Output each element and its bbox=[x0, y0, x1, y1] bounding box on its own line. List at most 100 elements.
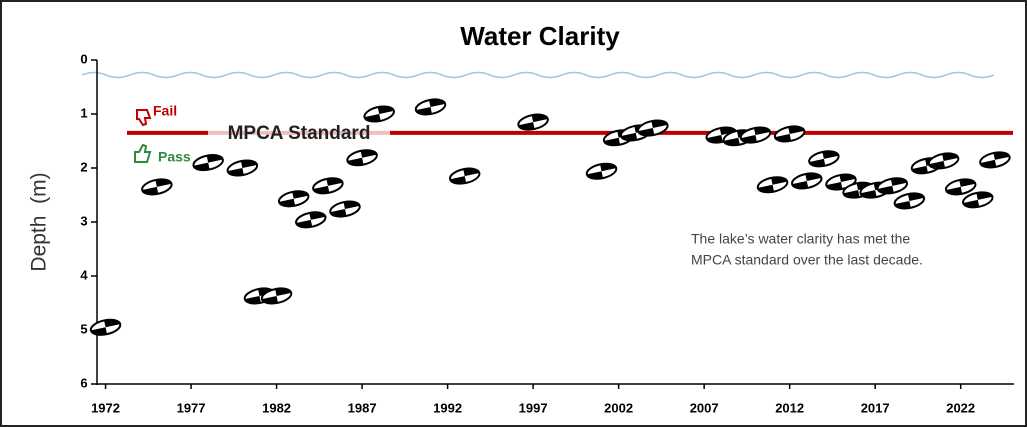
y-tick-label: 3 bbox=[80, 213, 87, 228]
disk-quadrant bbox=[719, 127, 736, 136]
disk-quadrant bbox=[90, 327, 108, 335]
secchi-disk bbox=[893, 192, 926, 210]
disk-quadrant bbox=[877, 185, 894, 194]
disk-quadrant bbox=[771, 177, 788, 185]
disk-quadrant bbox=[638, 128, 655, 136]
disk-quadrant bbox=[959, 179, 976, 187]
y-tick-label: 6 bbox=[80, 375, 87, 390]
disk-quadrant bbox=[980, 159, 997, 168]
disk-quadrant bbox=[240, 160, 258, 168]
disk-quadrant bbox=[450, 176, 467, 184]
disk-quadrant bbox=[890, 178, 907, 186]
disk-quadrant bbox=[326, 178, 343, 186]
secchi-disk bbox=[414, 98, 447, 116]
disk-quadrant bbox=[415, 106, 432, 115]
secchi-disk bbox=[89, 318, 122, 336]
disk-quadrant bbox=[942, 153, 959, 161]
x-tick-label: 2002 bbox=[604, 400, 633, 415]
secchi-disk bbox=[739, 126, 772, 144]
secchi-disk bbox=[363, 105, 395, 123]
x-tick-label: 1987 bbox=[348, 400, 377, 415]
x-tick-label: 1997 bbox=[519, 400, 548, 415]
y-axis-label: Depth (m) bbox=[28, 172, 51, 271]
secchi-disk bbox=[192, 154, 224, 172]
disk-quadrant bbox=[754, 127, 771, 136]
disk-quadrant bbox=[928, 160, 946, 169]
disk-quadrant bbox=[946, 186, 963, 195]
disk-quadrant bbox=[603, 137, 621, 146]
secchi-disk bbox=[808, 150, 840, 168]
disk-quadrant bbox=[463, 168, 480, 177]
disk-quadrant bbox=[104, 319, 121, 328]
secchi-disk bbox=[346, 149, 378, 167]
standard-label: MPCA Standard bbox=[228, 123, 371, 144]
disk-quadrant bbox=[261, 295, 279, 304]
fail-icon bbox=[136, 109, 152, 127]
disk-quadrant bbox=[843, 190, 860, 198]
disk-quadrant bbox=[309, 212, 326, 220]
disk-quadrant bbox=[279, 198, 296, 207]
disk-quadrant bbox=[155, 179, 172, 187]
secchi-disk bbox=[260, 287, 293, 305]
disk-quadrant bbox=[805, 173, 822, 181]
disk-quadrant bbox=[621, 132, 638, 141]
secchi-disk bbox=[226, 159, 259, 177]
disk-quadrant bbox=[839, 174, 856, 183]
disk-quadrant bbox=[531, 114, 548, 123]
secchi-disk bbox=[927, 152, 960, 170]
water-surface bbox=[81, 71, 995, 79]
disk-quadrant bbox=[757, 184, 775, 193]
secchi-disk bbox=[295, 211, 327, 229]
disk-quadrant bbox=[330, 209, 347, 217]
note-line: MPCA standard over the last decade. bbox=[691, 252, 923, 268]
disk-quadrant bbox=[292, 191, 309, 199]
disk-quadrant bbox=[142, 186, 159, 195]
secchi-disk bbox=[141, 178, 173, 196]
x-tick-label: 2022 bbox=[946, 400, 975, 415]
secchi-disk bbox=[585, 162, 618, 180]
secchi-disk bbox=[517, 113, 549, 131]
disk-quadrant bbox=[586, 171, 603, 179]
secchi-disk bbox=[448, 167, 481, 185]
secchi-disk bbox=[979, 151, 1011, 169]
disk-quadrant bbox=[809, 158, 826, 167]
secchi-disk bbox=[277, 190, 310, 208]
disk-quadrant bbox=[826, 182, 843, 190]
note-line: The lake’s water clarity has met the bbox=[691, 231, 910, 247]
disk-quadrant bbox=[364, 114, 381, 122]
x-tick-label: 1992 bbox=[433, 400, 462, 415]
disk-quadrant bbox=[275, 288, 292, 296]
secchi-disk bbox=[962, 191, 994, 209]
disk-quadrant bbox=[244, 295, 261, 304]
disk-quadrant bbox=[774, 133, 792, 142]
y-tick-label: 2 bbox=[80, 159, 87, 174]
disk-quadrant bbox=[429, 99, 446, 107]
pass-label: Pass bbox=[158, 149, 191, 165]
disk-quadrant bbox=[822, 151, 839, 159]
disk-quadrant bbox=[907, 193, 925, 201]
secchi-disk bbox=[312, 177, 344, 195]
standard-label-bg bbox=[208, 120, 390, 145]
disk-quadrant bbox=[894, 200, 911, 209]
y-tick-label: 1 bbox=[80, 105, 87, 120]
disk-quadrant bbox=[976, 192, 993, 200]
disk-quadrant bbox=[600, 163, 617, 172]
secchi-disk bbox=[773, 125, 806, 143]
secchi-disk bbox=[944, 178, 977, 196]
secchi-disk bbox=[756, 176, 789, 194]
disk-quadrant bbox=[206, 155, 223, 163]
disk-quadrant bbox=[993, 152, 1010, 160]
disk-quadrant bbox=[360, 150, 377, 158]
secchi-disk bbox=[791, 172, 823, 190]
disk-quadrant bbox=[296, 219, 313, 228]
secchi-disk bbox=[329, 200, 361, 218]
disk-quadrant bbox=[377, 106, 394, 115]
disk-quadrant bbox=[911, 165, 928, 174]
disk-quadrant bbox=[963, 199, 980, 208]
disk-quadrant bbox=[193, 162, 210, 171]
pass-icon bbox=[134, 143, 152, 163]
disk-quadrant bbox=[343, 201, 360, 210]
y-tick-label: 0 bbox=[80, 51, 87, 66]
y-tick-label: 4 bbox=[80, 267, 88, 282]
